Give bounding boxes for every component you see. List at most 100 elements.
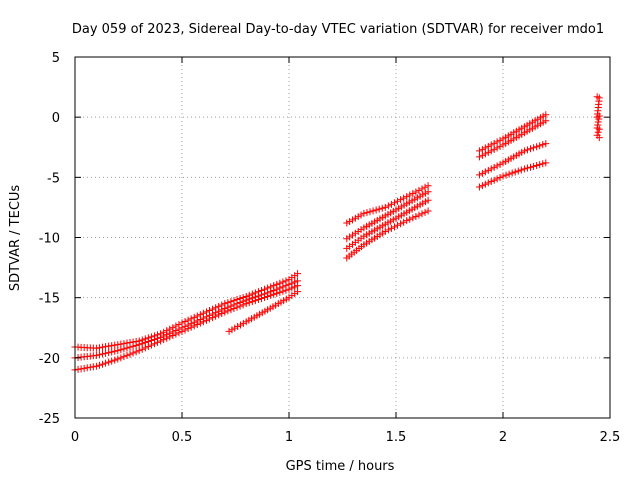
data-point <box>493 175 501 183</box>
data-point <box>157 337 165 345</box>
data-point <box>343 219 351 227</box>
data-point <box>92 344 100 352</box>
data-point <box>475 153 483 161</box>
data-point <box>517 166 525 174</box>
data-point <box>294 288 302 296</box>
data-point <box>406 215 414 223</box>
data-point <box>357 211 365 219</box>
data-point <box>95 361 103 369</box>
x-tick-label: 0.5 <box>172 430 193 445</box>
data-point <box>135 347 143 355</box>
data-point <box>487 141 495 149</box>
data-point <box>487 178 495 186</box>
data-point <box>95 351 103 359</box>
data-point <box>520 147 528 155</box>
data-point <box>372 206 380 214</box>
data-point <box>542 140 550 148</box>
axis-ticks <box>74 56 611 419</box>
data-point <box>387 224 395 232</box>
data-point <box>231 324 239 332</box>
data-point <box>490 139 498 147</box>
data-point <box>484 148 492 156</box>
data-point <box>487 165 495 173</box>
data-point <box>80 364 88 372</box>
data-point <box>190 322 198 330</box>
data-point <box>99 360 107 368</box>
data-point <box>108 342 116 350</box>
y-tick-label: 5 <box>52 51 60 66</box>
data-point <box>212 312 220 320</box>
data-point <box>83 364 91 372</box>
data-point <box>132 341 140 349</box>
y-tick-label: -5 <box>47 171 60 186</box>
data-point <box>273 289 281 297</box>
data-point <box>77 365 85 373</box>
data-point <box>132 348 140 356</box>
data-point <box>542 159 550 167</box>
data-point <box>520 165 528 173</box>
data-point <box>351 229 359 237</box>
data-point <box>248 298 256 306</box>
y-axis-label: SDTVAR / TECUs <box>8 185 23 292</box>
data-point <box>270 290 278 298</box>
data-point <box>484 142 492 150</box>
data-point <box>346 217 354 225</box>
data-point <box>111 356 119 364</box>
data-point <box>225 327 233 335</box>
data-point <box>206 315 214 323</box>
data-point <box>493 144 501 152</box>
data-point <box>228 326 236 334</box>
data-point <box>227 306 235 314</box>
data-point <box>234 323 242 331</box>
data-point <box>403 217 411 225</box>
data-point <box>366 208 374 216</box>
data-point <box>505 170 513 178</box>
data-point <box>490 176 498 184</box>
data-point <box>108 357 116 365</box>
y-tick-label: -15 <box>39 292 60 307</box>
data-point <box>415 186 423 194</box>
data-point <box>89 363 97 371</box>
data-point <box>530 144 538 152</box>
data-point <box>527 145 535 153</box>
data-point <box>595 125 603 133</box>
data-point <box>123 351 131 359</box>
data-point <box>276 288 284 296</box>
data-point <box>117 354 125 362</box>
data-point <box>400 218 408 226</box>
x-tick-label: 2.5 <box>600 430 621 445</box>
data-point <box>375 205 383 213</box>
data-point <box>163 334 171 342</box>
data-point <box>502 171 510 179</box>
data-point <box>105 349 113 357</box>
data-point <box>412 213 420 221</box>
data-point <box>154 338 162 346</box>
data-point <box>236 302 244 310</box>
data-point <box>487 147 495 155</box>
data-point <box>178 327 186 335</box>
data-point <box>99 350 107 358</box>
data-point <box>499 172 507 180</box>
data-point <box>363 209 371 217</box>
data-point <box>166 333 174 341</box>
data-point <box>394 197 402 205</box>
data-point <box>242 300 250 308</box>
data-point <box>415 211 423 219</box>
data-point <box>475 147 483 155</box>
data-point <box>111 341 119 349</box>
data-point <box>511 168 519 176</box>
data-point <box>424 188 432 196</box>
data-point <box>245 299 253 307</box>
data-point <box>120 345 128 353</box>
data-point <box>291 283 299 291</box>
data-point <box>490 163 498 171</box>
data-point <box>594 128 602 136</box>
data-point <box>542 111 550 119</box>
data-point <box>481 144 489 152</box>
data-point <box>129 349 137 357</box>
data-point <box>102 349 110 357</box>
data-point <box>126 343 134 351</box>
data-point <box>387 200 395 208</box>
data-point <box>294 270 302 278</box>
data-point <box>530 162 538 170</box>
